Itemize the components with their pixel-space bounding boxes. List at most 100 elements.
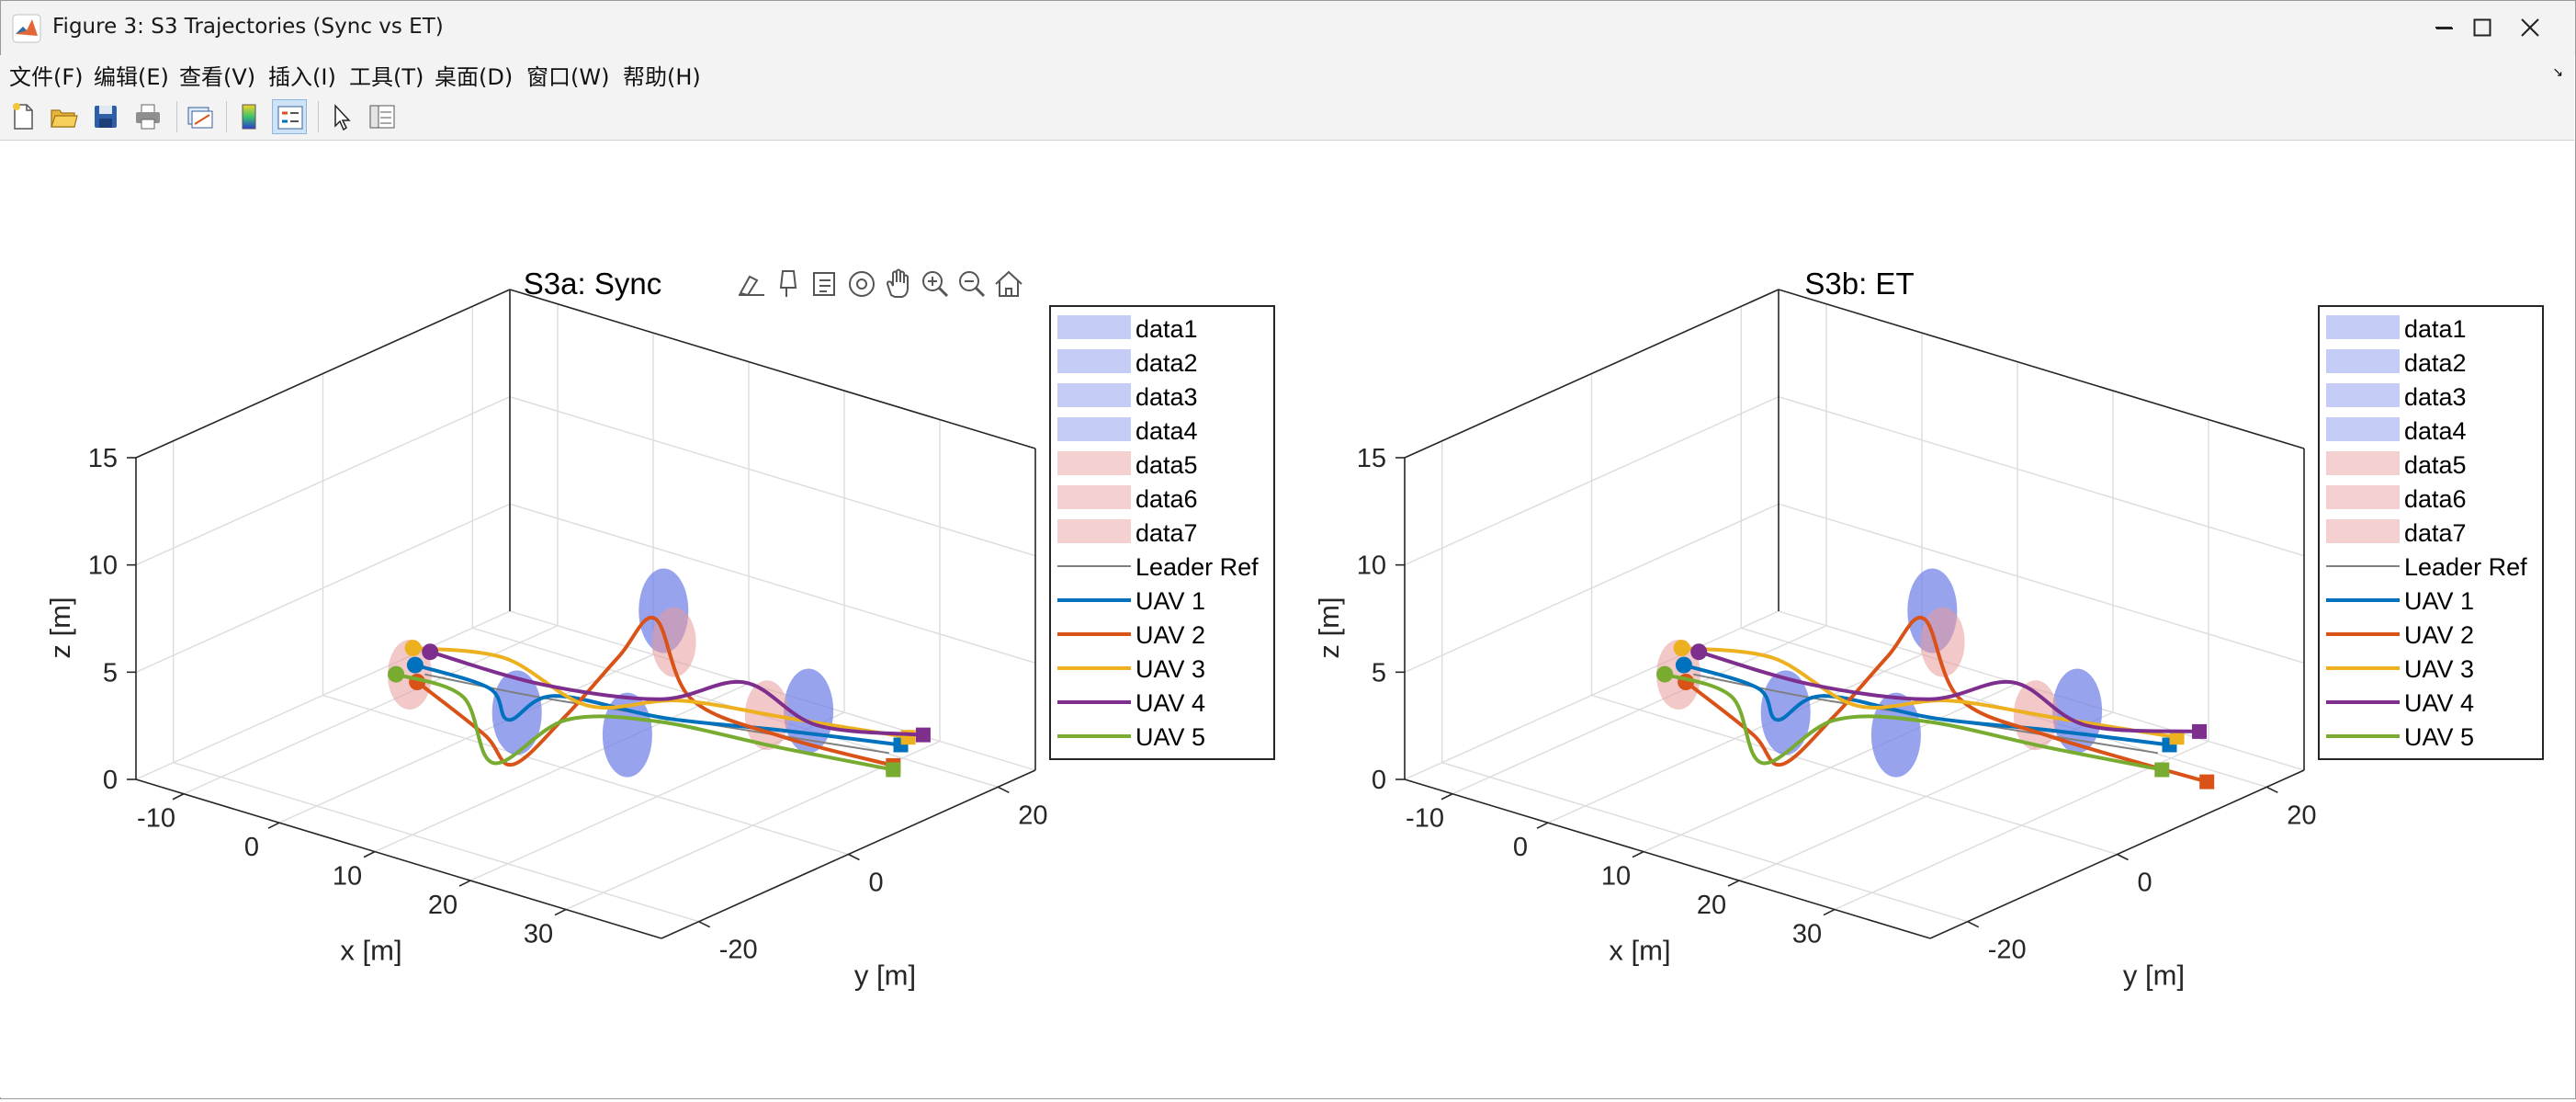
x-tick-label: -10 [137, 804, 175, 834]
zoom-in-icon[interactable] [922, 271, 949, 298]
start-marker-uav-3 [404, 640, 422, 657]
save-icon [95, 106, 117, 128]
z-tick-label: 5 [103, 658, 118, 687]
menu-insert[interactable]: 插入(I) [268, 64, 336, 90]
menu-window[interactable]: 窗口(W) [526, 64, 610, 90]
end-marker-uav-2 [2199, 774, 2215, 790]
menu-file[interactable]: 文件(F) [9, 64, 84, 90]
legend-label: UAV 3 [1135, 655, 1205, 683]
toolbar-separator [176, 101, 177, 132]
legend-button[interactable] [272, 99, 307, 134]
x-axis-line [1404, 778, 1931, 939]
figure-toolbar [0, 94, 2574, 141]
x-tick-label: 30 [1792, 920, 1822, 949]
maximize-button[interactable] [2444, 0, 2521, 55]
menu-edit[interactable]: 编辑(E) [94, 64, 169, 90]
zoom-out-icon[interactable] [959, 271, 986, 298]
axes-title: S3b: ET [1804, 267, 1914, 301]
colorbar-button[interactable] [232, 99, 266, 134]
axis-box-edge [1404, 289, 1779, 459]
legend-label: data4 [2404, 417, 2467, 445]
legend-swatch [1057, 417, 1131, 441]
legend-label: UAV 1 [2404, 587, 2474, 615]
z-tick-label: 0 [1372, 766, 1386, 795]
legend-swatch [2326, 315, 2400, 339]
property-inspector-icon [369, 105, 395, 129]
save-button[interactable] [88, 99, 123, 134]
x-tick-mark [267, 822, 280, 829]
property-inspector-button[interactable] [365, 99, 400, 134]
menu-desktop[interactable]: 桌面(D) [435, 64, 514, 90]
dock-arrow-icon[interactable]: ↘ [2552, 64, 2563, 79]
legend-label: data7 [2404, 519, 2467, 547]
z-tick-label: 10 [1357, 551, 1386, 581]
start-marker-uav-1 [406, 656, 424, 674]
data-tips-icon[interactable] [779, 270, 797, 297]
menu-view[interactable]: 查看(V) [179, 64, 256, 90]
legend-label: UAV 1 [1135, 587, 1205, 615]
z-tick-label: 0 [103, 766, 118, 795]
y-tick-mark [2265, 786, 2278, 794]
z-axis-label: z [m] [44, 596, 76, 658]
menu-help[interactable]: 帮助(H) [623, 64, 701, 90]
z-tick-label: 15 [1357, 444, 1386, 473]
legend-label: Leader Ref [2404, 553, 2527, 581]
print-icon [136, 104, 160, 130]
legend-swatch [1057, 451, 1131, 475]
y-tick-label: 20 [2287, 801, 2316, 830]
link-plot-button[interactable] [182, 99, 217, 134]
grid-line [1778, 503, 2305, 665]
trajectory-uav-2 [415, 615, 894, 767]
legend: data1 data2 data3 data4 data5 data6 data7 Leade… [2318, 305, 2544, 760]
minimize-button[interactable] [2405, 0, 2482, 55]
y-tick-label: -20 [719, 936, 758, 965]
open-file-icon [51, 109, 78, 128]
brush-icon[interactable] [739, 275, 764, 297]
legend-swatch [2326, 417, 2400, 441]
z-tick-label: 15 [88, 444, 118, 473]
print-button[interactable] [130, 99, 165, 134]
close-button[interactable] [2491, 0, 2569, 55]
plot-area-svg[interactable]: -10 0 10 20 30 -20 0 20 0 5 10 15 x [m] y [m] z [m] S3a… [0, 141, 2574, 1097]
new-figure-button[interactable] [6, 99, 40, 134]
menu-tools[interactable]: 工具(T) [349, 64, 424, 90]
axes-s3b-et[interactable]: -10 0 10 20 30 -20 0 20 0 5 10 15 x [m] y [m] z [m] S3b… [1313, 267, 2544, 992]
toolbar-separator-2 [226, 101, 227, 132]
obstacle-data5 [1656, 640, 1700, 710]
obstacle-data5 [388, 640, 432, 710]
end-marker-uav-3 [2169, 730, 2185, 745]
new-figure-icon [13, 103, 33, 130]
axes-s3a-sync[interactable]: -10 0 10 20 30 -20 0 20 0 5 10 15 x [m] y [m] z [m] S3a… [44, 267, 1275, 992]
open-file-button[interactable] [46, 99, 81, 134]
pan-icon[interactable] [886, 268, 909, 298]
x-tick-label: 0 [1513, 833, 1528, 862]
y-tick-mark [997, 786, 1010, 794]
x-axis-line [135, 778, 662, 939]
restore-view-icon[interactable] [995, 270, 1022, 297]
rotate-3d-icon[interactable] [849, 271, 875, 297]
minimize-icon [2435, 27, 2452, 28]
menu-bar [0, 55, 2574, 94]
legend-label: data6 [2404, 485, 2467, 513]
legend-label: data1 [2404, 315, 2467, 343]
y-tick-label: 20 [1018, 801, 1047, 830]
edit-plot-icon [334, 104, 351, 131]
legend-label: UAV 3 [2404, 655, 2474, 683]
link-plot-icon [187, 107, 213, 129]
legend-label: data2 [1135, 349, 1198, 377]
y-axis-label: y [m] [854, 960, 916, 992]
grid-line [1591, 694, 2118, 856]
grid-line [322, 694, 849, 856]
x-tick-label: 10 [1601, 862, 1631, 892]
legend-label: data3 [1135, 383, 1198, 411]
legend-label: UAV 4 [2404, 689, 2474, 717]
grid-line [509, 503, 1036, 665]
legend-label: UAV 2 [1135, 621, 1205, 649]
title-bar[interactable]: Figure 3: S3 Trajectories (Sync vs ET) [1, 1, 2575, 56]
trajectory-uav-5 [1664, 672, 2163, 772]
start-marker-uav-4 [422, 643, 439, 661]
edit-plot-button[interactable] [324, 99, 359, 134]
export-icon[interactable] [813, 272, 835, 296]
matlab-logo-icon [12, 14, 41, 43]
start-marker-uav-1 [1675, 656, 1692, 674]
